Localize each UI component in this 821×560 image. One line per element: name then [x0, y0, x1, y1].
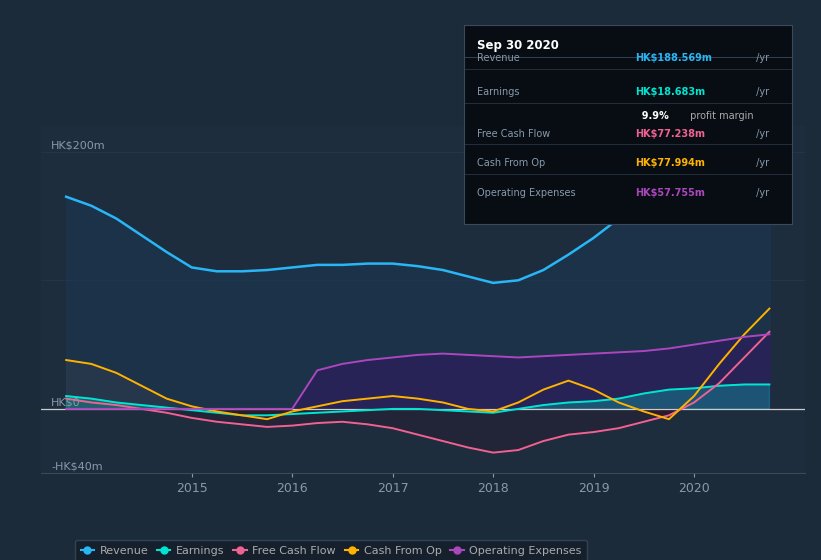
Text: Operating Expenses: Operating Expenses: [477, 188, 576, 198]
Text: -HK$40m: -HK$40m: [51, 462, 103, 472]
Text: profit margin: profit margin: [687, 111, 754, 121]
Legend: Revenue, Earnings, Free Cash Flow, Cash From Op, Operating Expenses: Revenue, Earnings, Free Cash Flow, Cash …: [75, 540, 587, 560]
Text: /yr: /yr: [753, 53, 769, 63]
Text: Free Cash Flow: Free Cash Flow: [477, 129, 550, 138]
Text: /yr: /yr: [753, 158, 769, 169]
Text: /yr: /yr: [753, 188, 769, 198]
Text: HK$77.238m: HK$77.238m: [635, 129, 704, 138]
Text: /yr: /yr: [753, 129, 769, 138]
Text: 9.9%: 9.9%: [635, 111, 668, 121]
Text: Revenue: Revenue: [477, 53, 520, 63]
Text: HK$18.683m: HK$18.683m: [635, 87, 704, 97]
Text: HK$77.994m: HK$77.994m: [635, 158, 704, 169]
Text: HK$0: HK$0: [51, 398, 80, 408]
Text: HK$188.569m: HK$188.569m: [635, 53, 712, 63]
Text: HK$57.755m: HK$57.755m: [635, 188, 704, 198]
Text: /yr: /yr: [753, 87, 769, 97]
Text: HK$200m: HK$200m: [51, 141, 106, 151]
Text: Earnings: Earnings: [477, 87, 520, 97]
Text: Sep 30 2020: Sep 30 2020: [477, 39, 559, 52]
Text: Cash From Op: Cash From Op: [477, 158, 545, 169]
